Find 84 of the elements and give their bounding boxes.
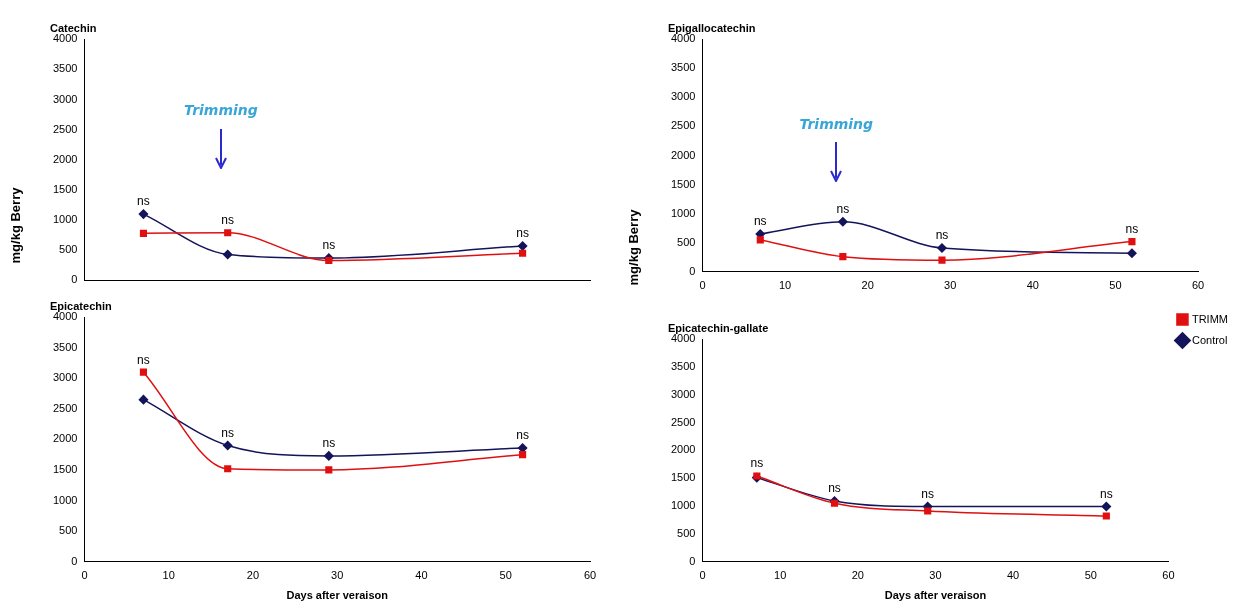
x-tick-label: 30 [944,279,957,292]
y-tick-label: 3000 [52,92,78,105]
x-tick-label: 20 [861,279,874,292]
x-tick-label: 60 [1191,279,1205,292]
annotation: ns [322,238,336,253]
y-tick-label: 1500 [52,182,78,195]
y-tick-label: 500 [677,235,696,248]
y-axis-title: mg/kg Berry [626,209,642,286]
y-tick-label: 1000 [52,493,78,506]
x-tick-label: 60 [583,569,597,582]
x-tick-label: 50 [499,569,512,582]
legend-label: Control [1191,333,1228,346]
y-tick-label: 3500 [52,62,78,75]
annotation: ns [221,425,235,440]
y-tick-label: 4000 [670,32,696,45]
y-tick-label: 4000 [670,332,696,345]
y-tick-label: 1000 [670,499,696,512]
x-tick-label: 30 [929,569,942,582]
x-tick-label: 30 [331,569,344,582]
y-tick-label: 2500 [670,415,696,428]
y-tick-label: 500 [59,243,78,256]
x-tick-label: 50 [1109,279,1122,292]
y-tick-label: 2500 [670,119,696,132]
x-tick-label: 10 [774,569,787,582]
x-tick-label: 10 [778,279,792,292]
y-tick-label: 1000 [52,213,78,226]
chart-title: Epigallocatechin [668,21,756,34]
chart-title: Epicatechin-gallate [668,321,769,334]
y-tick-label: 3000 [670,387,696,400]
y-tick-label: 0 [689,264,696,277]
y-tick-label: 2000 [52,152,78,165]
annotation: ns [1099,486,1113,501]
y-tick-label: 1500 [670,177,696,190]
y-tick-label: 1500 [670,471,696,484]
x-tick-label: 60 [1162,569,1175,582]
x-tick-label: 0 [699,279,706,292]
annotation: ns [836,202,850,217]
y-tick-label: 0 [71,554,78,567]
y-tick-label: 2000 [52,432,78,445]
y-tick-label: 2500 [52,122,78,135]
y-tick-label: 500 [59,524,78,537]
annotation: Trimming [184,102,258,119]
y-tick-label: 1000 [670,206,696,219]
annotation: ns [921,486,935,501]
y-tick-label: 3500 [670,360,696,373]
x-tick-label: 40 [1007,569,1020,582]
annotation: ns [828,481,841,496]
x-axis-title: Days after veraison [884,589,987,602]
y-tick-label: 2000 [670,148,696,161]
y-tick-label: 3000 [52,371,78,384]
annotation: ns [750,456,764,471]
x-axis-title: Days after veraison [286,589,389,602]
x-tick-label: 20 [246,569,260,582]
annotation: ns [1125,221,1139,236]
y-tick-label: 3500 [52,340,78,353]
x-tick-label: 50 [1084,569,1097,582]
x-tick-label: 40 [415,569,428,582]
legend-label: TRIMM [1191,312,1228,325]
annotation: ns [516,428,529,443]
y-tick-label: 3500 [670,61,696,74]
y-tick-label: 4000 [52,32,78,45]
y-tick-label: 3000 [670,90,696,103]
annotation: ns [137,352,150,367]
x-tick-label: 10 [162,569,175,582]
annotation: ns [935,228,949,243]
x-tick-label: 0 [699,569,706,582]
y-axis-title: mg/kg Berry [8,187,24,264]
x-tick-label: 40 [1026,279,1039,292]
annotation: ns [221,213,235,228]
y-tick-label: 4000 [52,310,78,323]
annotation: ns [516,226,529,241]
x-tick-label: 20 [851,569,864,582]
chart-title: Catechin [50,21,97,34]
y-tick-label: 1500 [52,462,78,475]
x-tick-label: 0 [81,569,88,582]
y-tick-label: 2000 [670,443,696,456]
annotation: ns [322,436,336,451]
annotation: ns [753,214,767,229]
y-tick-label: 0 [689,554,696,567]
y-tick-label: 2500 [52,401,78,414]
annotation: ns [137,194,150,209]
y-tick-label: 500 [677,526,696,539]
chart-title: Epicatechin [50,299,113,312]
annotation: Trimming [799,115,874,132]
